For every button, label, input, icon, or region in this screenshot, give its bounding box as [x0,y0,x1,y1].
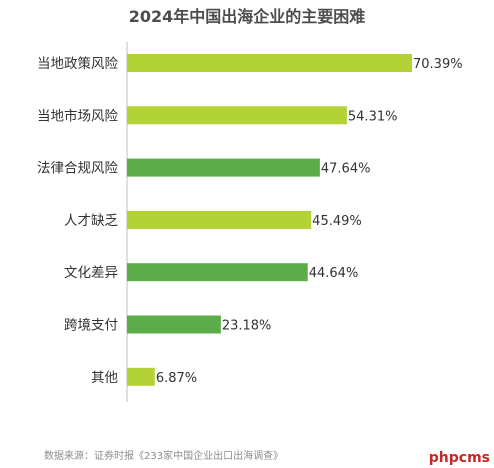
source-note: 数据来源：证券时报《233家中国企业出口出海调查》 [44,449,283,462]
value-label: 23.18% [222,319,272,334]
value-label: 70.39% [413,57,463,72]
bars-group: 当地政策风险 70.39% 当地市场风险 54.31% 法律合规风险 47.64% 人才缺乏… [37,54,463,386]
bar [127,315,221,334]
bar [127,54,412,72]
bar [127,210,312,229]
bar [127,263,308,282]
value-label: 47.64% [321,162,371,177]
value-label: 44.64% [309,266,359,281]
category-label: 跨境支付 [64,318,118,334]
category-label: 人才缺乏 [64,213,118,229]
value-label: 6.87% [156,371,197,386]
watermark-logo: phpcms [429,450,490,466]
chart-title: 2024年中国出海企业的主要困难 [129,7,366,26]
category-label: 当地政策风险 [37,55,118,72]
value-label: 45.49% [312,214,362,229]
category-label: 当地市场风险 [37,107,118,124]
bar [127,158,320,177]
value-label: 54.31% [348,109,398,124]
category-label: 其他 [91,370,118,386]
bar [127,106,347,125]
bar [127,367,155,386]
category-label: 法律合规风险 [37,161,118,177]
category-label: 文化差异 [64,265,118,281]
